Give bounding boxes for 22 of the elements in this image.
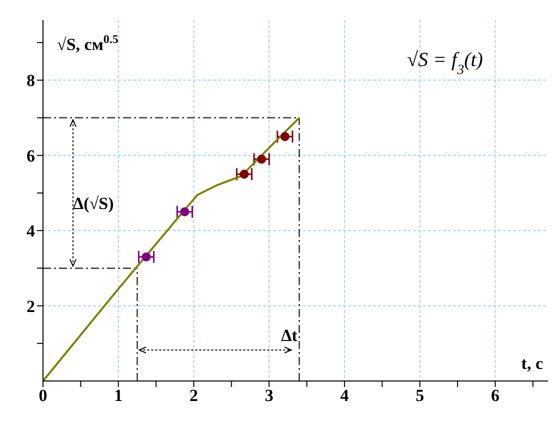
annotation: Δ(√S): [73, 194, 114, 213]
x-tick-label: 6: [490, 386, 500, 406]
x-tick-label: 5: [416, 386, 424, 406]
point: [142, 252, 151, 262]
x-tick-label: 4: [340, 386, 350, 406]
point: [280, 132, 290, 142]
x-tick-label: 2: [189, 386, 198, 406]
x-tick-label: 3: [264, 386, 274, 406]
x-tick-label: 0: [38, 386, 48, 406]
point: [180, 207, 190, 216]
y-tick-label: 6: [26, 146, 35, 166]
y-axis-title: √S, см$^{0.5}$: [57, 32, 118, 54]
y-tick-label: 4: [26, 222, 36, 241]
annotation: Δt: [281, 326, 298, 345]
x-axis-title: t, с: [521, 354, 544, 373]
y-tick-label: 8: [26, 71, 35, 90]
y-tick-label: 2: [26, 296, 35, 316]
point: [240, 170, 249, 179]
point: [257, 154, 266, 164]
x-tick-label: 1: [114, 386, 123, 406]
line-series: [43, 116, 300, 381]
text: √S = f$_{3}$(t): [407, 49, 484, 78]
